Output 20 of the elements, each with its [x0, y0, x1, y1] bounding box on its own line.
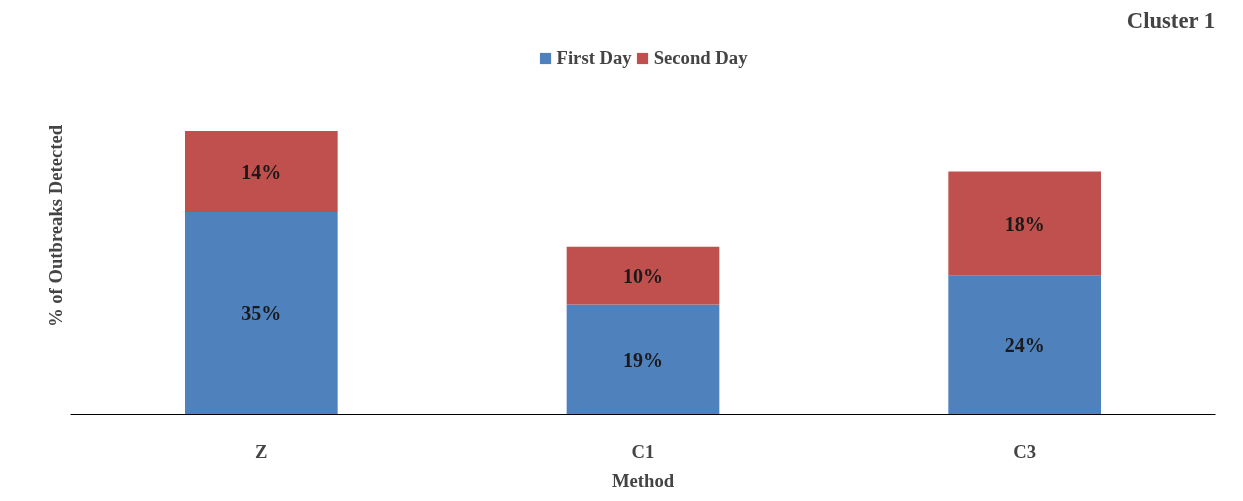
y-axis-title: % of Outbreaks Detected [44, 124, 66, 328]
data-label: 14% [241, 160, 282, 183]
x-axis-title: Method [611, 469, 675, 491]
legend-label: Second Day [653, 47, 748, 69]
data-label: 24% [1004, 334, 1045, 357]
bar [185, 131, 338, 213]
bar [948, 171, 1101, 276]
legend-label: First Day [556, 47, 632, 69]
data-label: 18% [1004, 212, 1045, 235]
data-label: 19% [623, 348, 663, 371]
data-label: 10% [623, 264, 663, 287]
bar [948, 275, 1101, 415]
x-tick-label: Z [255, 440, 268, 462]
chart-title: Cluster 1 [1126, 7, 1216, 33]
x-tick-label: C1 [631, 440, 655, 462]
x-tick-label: C3 [1013, 440, 1037, 462]
data-label: 35% [241, 302, 282, 325]
bar [185, 212, 338, 415]
bar [566, 246, 720, 305]
bar [566, 304, 720, 415]
